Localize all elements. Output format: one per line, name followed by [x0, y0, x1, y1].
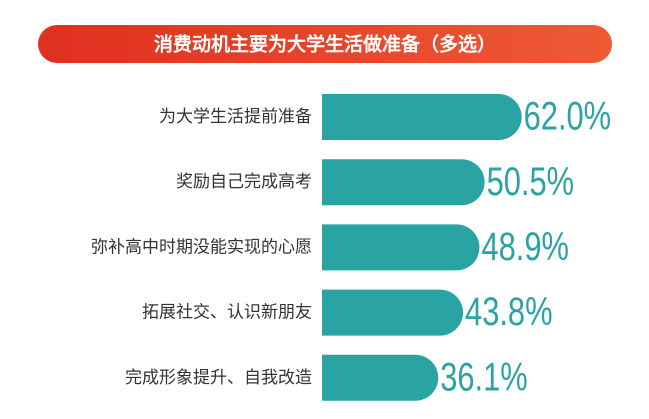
category-label: 弥补高中时期没能实现的心愿 [91, 237, 312, 257]
bar [322, 159, 485, 206]
value-label: 62.0% [524, 95, 612, 139]
category-label: 为大学生活提前准备 [159, 107, 312, 127]
bar [322, 224, 480, 271]
bar [322, 94, 522, 140]
category-label: 拓展社交、认识新朋友 [142, 303, 312, 323]
value-label: 50.5% [487, 160, 575, 204]
value-label: 48.9% [481, 225, 569, 269]
value-label: 36.1% [440, 355, 528, 399]
title-banner [38, 25, 612, 63]
value-label: 43.8% [465, 290, 553, 334]
category-label: 完成形象提升、自我改造 [125, 368, 312, 388]
bar [322, 289, 464, 336]
bar [322, 354, 439, 401]
category-label: 奖励自己完成高考 [176, 172, 312, 192]
chart-title: 消费动机主要为大学生活做准备（多选） [154, 33, 496, 56]
